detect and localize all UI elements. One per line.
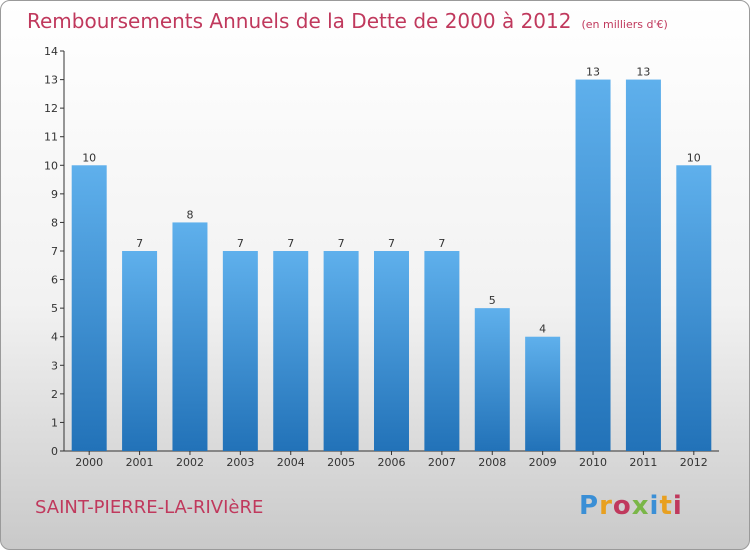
y-tick-label: 11 xyxy=(44,131,58,144)
bar xyxy=(273,251,309,451)
logo-letter: P xyxy=(579,491,600,521)
data-label: 7 xyxy=(388,237,395,250)
x-tick-label: 2007 xyxy=(428,456,456,469)
x-tick-label: 2002 xyxy=(176,456,204,469)
y-tick-label: 7 xyxy=(51,245,58,258)
data-label: 13 xyxy=(636,66,650,79)
y-tick-label: 13 xyxy=(44,74,58,87)
y-tick-label: 4 xyxy=(51,331,58,344)
data-label: 7 xyxy=(338,237,345,250)
x-tick-label: 2010 xyxy=(579,456,607,469)
data-label: 8 xyxy=(186,208,193,221)
x-tick-label: 2011 xyxy=(629,456,657,469)
y-tick-label: 12 xyxy=(44,102,58,115)
x-tick-label: 2004 xyxy=(277,456,305,469)
bar xyxy=(323,251,359,451)
bar xyxy=(71,165,107,452)
bar xyxy=(424,251,460,451)
logo-letter: r xyxy=(599,491,613,521)
x-tick-label: 2001 xyxy=(126,456,154,469)
chart-title: Remboursements Annuels de la Dette de 20… xyxy=(27,9,668,33)
y-tick-label: 0 xyxy=(51,445,58,458)
y-tick-label: 1 xyxy=(51,416,58,429)
bar xyxy=(525,336,561,451)
y-tick-label: 14 xyxy=(44,45,58,58)
logo-letter: x xyxy=(631,491,650,521)
x-tick-label: 2009 xyxy=(529,456,557,469)
chart-bars xyxy=(71,79,712,452)
data-label: 7 xyxy=(438,237,445,250)
chart-unit: (en milliers d'€) xyxy=(581,18,668,31)
logo-letter: i xyxy=(672,491,683,521)
bar xyxy=(474,308,510,451)
y-tick-label: 9 xyxy=(51,188,58,201)
bar xyxy=(122,251,158,451)
y-tick-label: 8 xyxy=(51,216,58,229)
x-tick-label: 2012 xyxy=(680,456,708,469)
bar xyxy=(374,251,409,451)
commune-name: SAINT-PIERRE-LA-RIVIèRE xyxy=(35,497,264,518)
logo-letter: t xyxy=(659,491,673,521)
chart-labels: 2000 10 2001 7 2002 8 2003 7 2004 7 2005 7 2006 7 2007… xyxy=(75,66,708,469)
bar xyxy=(172,222,208,451)
data-label: 4 xyxy=(539,323,546,336)
x-tick-label: 2003 xyxy=(226,456,254,469)
bar xyxy=(676,165,712,452)
data-label: 7 xyxy=(136,237,143,250)
bar xyxy=(625,79,661,452)
chart-title-text: Remboursements Annuels de la Dette de 20… xyxy=(27,9,572,33)
y-tick-label: 3 xyxy=(51,359,58,372)
y-tick-label: 5 xyxy=(51,302,58,315)
bar xyxy=(222,251,258,451)
x-tick-label: 2005 xyxy=(327,456,355,469)
bar xyxy=(575,79,611,452)
data-label: 13 xyxy=(586,66,600,79)
logo-letter: o xyxy=(612,491,632,521)
data-label: 7 xyxy=(287,237,294,250)
y-tick-label: 2 xyxy=(51,388,58,401)
data-label: 10 xyxy=(82,151,96,164)
x-tick-label: 2000 xyxy=(75,456,103,469)
x-tick-label: 2006 xyxy=(378,456,406,469)
y-tick-label: 6 xyxy=(51,274,58,287)
data-label: 10 xyxy=(687,151,701,164)
y-tick-label: 10 xyxy=(44,159,58,172)
logo-letter: i xyxy=(649,491,660,521)
x-tick-label: 2008 xyxy=(478,456,506,469)
proxiti-logo[interactable]: Proxiti xyxy=(579,491,683,521)
data-label: 7 xyxy=(237,237,244,250)
data-label: 5 xyxy=(489,294,496,307)
